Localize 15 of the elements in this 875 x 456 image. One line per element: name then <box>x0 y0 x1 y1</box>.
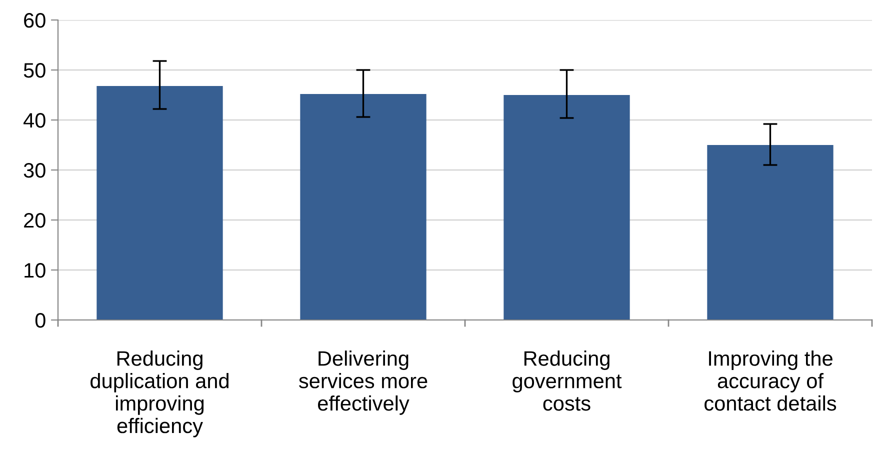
x-tick-label: Improving the accuracy of contact details <box>704 350 836 411</box>
y-tick-label: 40 <box>24 113 46 128</box>
x-tick-label: Reducing government costs <box>512 350 622 411</box>
y-tick-label: 30 <box>24 163 46 178</box>
y-tick-label: 20 <box>24 213 46 228</box>
y-tick-label: 60 <box>24 13 46 28</box>
bar <box>300 94 426 320</box>
x-tick-label: Delivering services more effectively <box>299 350 428 415</box>
y-tick-label: 10 <box>24 263 46 278</box>
y-tick-label: 0 <box>35 313 46 328</box>
bar <box>96 86 223 320</box>
bar <box>504 95 630 320</box>
y-tick-label: 50 <box>24 63 46 78</box>
bar <box>707 145 834 320</box>
x-tick-label: Reducing duplication and improving efficiency <box>90 350 228 438</box>
